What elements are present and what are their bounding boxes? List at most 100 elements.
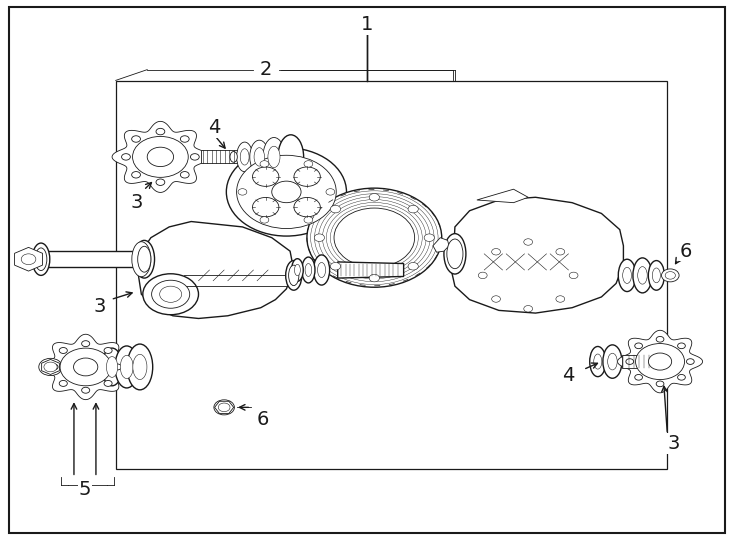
Polygon shape [139, 221, 294, 319]
Circle shape [424, 234, 435, 241]
Circle shape [131, 136, 140, 142]
Bar [622, 355, 658, 368]
Polygon shape [617, 330, 702, 393]
Circle shape [636, 343, 685, 380]
Ellipse shape [236, 142, 252, 172]
Bar [116, 82, 667, 469]
Circle shape [81, 341, 90, 347]
Ellipse shape [106, 356, 117, 377]
Ellipse shape [444, 234, 466, 274]
Circle shape [252, 198, 279, 217]
Ellipse shape [638, 267, 647, 284]
Ellipse shape [250, 140, 269, 173]
Ellipse shape [254, 148, 264, 166]
Circle shape [104, 348, 112, 354]
Circle shape [21, 254, 36, 265]
Circle shape [160, 286, 181, 302]
Ellipse shape [291, 259, 303, 281]
Ellipse shape [622, 267, 631, 284]
Polygon shape [477, 189, 528, 202]
Text: 6: 6 [257, 410, 269, 429]
Ellipse shape [589, 347, 606, 376]
Circle shape [238, 188, 247, 195]
Circle shape [113, 364, 121, 370]
Ellipse shape [648, 261, 664, 290]
Ellipse shape [134, 240, 155, 278]
Ellipse shape [132, 242, 151, 276]
Circle shape [122, 154, 131, 160]
Circle shape [214, 400, 234, 415]
Ellipse shape [447, 239, 463, 269]
Circle shape [635, 374, 642, 380]
Ellipse shape [230, 152, 237, 163]
Circle shape [133, 137, 188, 177]
Ellipse shape [618, 259, 636, 292]
Ellipse shape [240, 148, 249, 165]
Circle shape [330, 205, 341, 213]
Circle shape [156, 129, 165, 135]
Text: 2: 2 [260, 60, 272, 79]
Ellipse shape [278, 135, 304, 179]
Circle shape [626, 359, 633, 364]
Polygon shape [41, 251, 142, 267]
Ellipse shape [120, 355, 133, 379]
Circle shape [326, 188, 335, 195]
Polygon shape [451, 197, 623, 313]
Circle shape [492, 248, 501, 255]
Circle shape [408, 262, 418, 270]
Circle shape [143, 274, 198, 315]
Circle shape [181, 136, 189, 142]
Circle shape [260, 217, 269, 223]
Text: 3: 3 [93, 297, 106, 316]
Circle shape [181, 172, 189, 178]
Circle shape [656, 336, 664, 342]
Ellipse shape [653, 268, 661, 283]
Ellipse shape [603, 345, 622, 378]
Ellipse shape [32, 243, 50, 275]
Ellipse shape [102, 348, 123, 386]
Circle shape [648, 353, 672, 370]
Polygon shape [41, 334, 130, 400]
Circle shape [479, 272, 487, 279]
Ellipse shape [35, 248, 47, 271]
Circle shape [369, 193, 379, 201]
Circle shape [104, 381, 112, 387]
Circle shape [330, 262, 341, 270]
Ellipse shape [286, 261, 302, 290]
Ellipse shape [133, 354, 147, 380]
Ellipse shape [263, 138, 285, 176]
Text: 5: 5 [79, 480, 91, 500]
Text: 1: 1 [361, 16, 373, 35]
Ellipse shape [305, 264, 312, 276]
Circle shape [665, 272, 675, 279]
Circle shape [677, 374, 686, 380]
Text: 1: 1 [361, 16, 373, 35]
Circle shape [39, 359, 62, 375]
Ellipse shape [268, 146, 280, 167]
Circle shape [59, 381, 68, 387]
Circle shape [408, 205, 418, 213]
Ellipse shape [294, 265, 300, 275]
Circle shape [44, 362, 57, 372]
Circle shape [686, 359, 694, 364]
Ellipse shape [127, 344, 153, 390]
Circle shape [569, 272, 578, 279]
Polygon shape [338, 262, 404, 278]
Circle shape [304, 217, 313, 223]
Circle shape [635, 343, 642, 349]
Text: 3: 3 [130, 193, 142, 212]
Circle shape [304, 161, 313, 167]
Ellipse shape [138, 246, 151, 272]
Circle shape [152, 280, 189, 308]
Ellipse shape [608, 353, 617, 370]
Text: 6: 6 [680, 241, 692, 261]
Ellipse shape [594, 354, 602, 369]
Circle shape [190, 154, 199, 160]
Ellipse shape [313, 255, 330, 285]
Circle shape [59, 348, 68, 354]
Circle shape [260, 161, 269, 167]
Circle shape [556, 296, 564, 302]
Circle shape [73, 358, 98, 376]
Text: 2: 2 [262, 60, 275, 79]
Ellipse shape [633, 258, 652, 293]
